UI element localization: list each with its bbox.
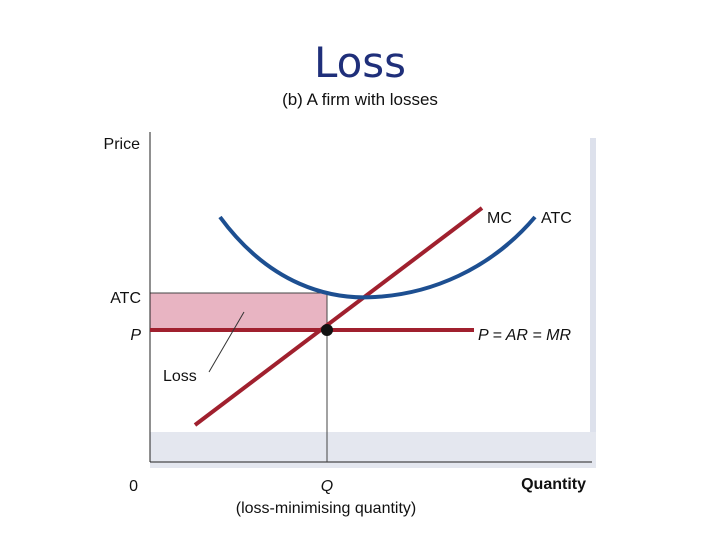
price-level-label: P — [130, 327, 141, 344]
equilibrium-point — [321, 324, 333, 336]
panel-shadow-right — [590, 138, 596, 468]
loss-area — [150, 293, 327, 330]
mc-label: MC — [487, 210, 512, 227]
price-line-label: P = AR = MR — [478, 327, 572, 344]
origin-label: 0 — [129, 478, 138, 495]
loss-pointer — [208, 311, 245, 373]
mc-line — [193, 206, 484, 427]
q-label: Q — [321, 478, 333, 495]
q-note-label: (loss-minimising quantity) — [236, 500, 417, 517]
atc-curve — [218, 215, 537, 300]
y-axis-label: Price — [104, 136, 141, 153]
slide-subtitle: (b) A firm with losses — [282, 90, 438, 109]
x-axis-label: Quantity — [521, 476, 586, 493]
panel-shadow-bottom — [150, 432, 596, 468]
atc-curve-label: ATC — [541, 210, 572, 227]
slide-title: Loss — [313, 38, 407, 87]
atc-level-label: ATC — [110, 290, 141, 307]
loss-label: Loss — [163, 368, 197, 385]
